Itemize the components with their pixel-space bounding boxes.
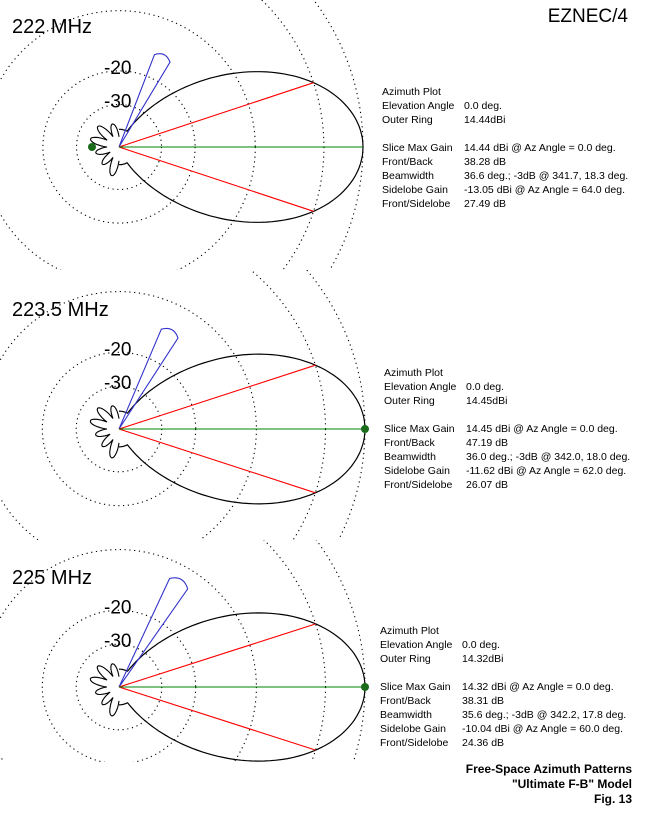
- info-elevation-label: Elevation Angle: [380, 639, 453, 651]
- ring-label-minus20: -20: [104, 339, 131, 360]
- max-gain-marker: [88, 143, 96, 151]
- polar-plot: -20 -30: [0, 270, 369, 540]
- info-elevation-value: 0.0 deg.: [464, 100, 502, 112]
- ring-label-minus30: -30: [104, 631, 131, 652]
- info-max-gain-value: 14.32 dBi @ Az Angle = 0.0 deg.: [462, 681, 614, 693]
- info-outer-ring-value: 14.44dBi: [464, 114, 506, 126]
- info-beamwidth-value: 35.6 deg.; -3dB @ 342.2, 17.8 deg.: [462, 709, 627, 721]
- grid-ring: [263, 540, 326, 762]
- info-front-sidelobe-label: Front/Sidelobe: [380, 737, 449, 749]
- info-sidelobe-label: Sidelobe Gain: [382, 184, 448, 196]
- pattern-panel-3: 225 MHz -20 -30 Azimuth Plot Elevation An…: [0, 540, 650, 762]
- info-outer-ring-value: 14.32dBi: [462, 653, 504, 665]
- rear-lobes: [89, 405, 120, 459]
- info-front-sidelobe-label: Front/Sidelobe: [384, 479, 453, 491]
- max-gain-marker: [361, 425, 369, 433]
- info-front-back-value: 38.31 dB: [462, 695, 505, 707]
- info-sidelobe-value: -13.05 dBi @ Az Angle = 64.0 deg.: [464, 184, 625, 196]
- caption-line-3: Fig. 13: [593, 792, 632, 806]
- info-block: Azimuth Plot Elevation Angle 0.0 deg. Out…: [382, 85, 628, 211]
- sidelobe-peak: [118, 53, 171, 148]
- info-outer-ring-value: 14.45dBi: [466, 395, 508, 407]
- info-front-sidelobe-value: 26.07 dB: [466, 479, 509, 491]
- grid-ring: [0, 10, 256, 270]
- caption-line-2: "Ultimate F-B" Model: [511, 777, 632, 791]
- info-elevation-label: Elevation Angle: [384, 381, 457, 393]
- pattern-panel-1: 222 MHz -20 -30 Azimuth Plot Elevation An…: [0, 0, 650, 270]
- ring-label-minus30: -30: [104, 373, 131, 394]
- info-sidelobe-value: -10.04 dBi @ Az Angle = 60.0 deg.: [462, 723, 623, 735]
- info-outer-ring-label: Outer Ring: [380, 653, 431, 665]
- info-front-back-label: Front/Back: [382, 156, 433, 168]
- info-outer-ring-label: Outer Ring: [384, 395, 435, 407]
- info-front-sidelobe-value: 24.36 dB: [462, 737, 505, 749]
- ring-label-minus30: -30: [104, 92, 131, 113]
- frequency-title: 225 MHz: [12, 567, 93, 589]
- beamwidth-line-right: [118, 82, 314, 148]
- info-sidelobe-label: Sidelobe Gain: [384, 465, 450, 477]
- info-plot-type: Azimuth Plot: [382, 86, 441, 98]
- app-title: EZNEC/4: [547, 6, 628, 27]
- info-front-back-label: Front/Back: [384, 437, 435, 449]
- info-block: Azimuth Plot Elevation Angle 0.0 deg. Out…: [380, 624, 626, 750]
- caption-line-1: Free-Space Azimuth Patterns: [465, 762, 632, 776]
- beamwidth-line-left: [118, 146, 314, 212]
- info-front-back-label: Front/Back: [380, 695, 431, 707]
- info-max-gain-value: 14.44 dBi @ Az Angle = 0.0 deg.: [464, 142, 616, 154]
- grid-ring: [312, 0, 364, 270]
- info-beamwidth-label: Beamwidth: [380, 709, 432, 721]
- grid-ring: [260, 0, 325, 270]
- info-block: Azimuth Plot Elevation Angle 0.0 deg. Out…: [384, 366, 630, 492]
- info-sidelobe-label: Sidelobe Gain: [380, 723, 446, 735]
- info-max-gain-value: 14.45 dBi @ Az Angle = 0.0 deg.: [466, 423, 618, 435]
- grid-ring: [305, 270, 366, 540]
- polar-plot: -20 -30: [0, 0, 364, 270]
- sidelobe-peak: [118, 327, 179, 430]
- frequency-title: 222 MHz: [12, 16, 93, 38]
- frequency-title: 223.5 MHz: [12, 299, 109, 321]
- beamwidth-line-left: [118, 428, 316, 494]
- figure-caption: Free-Space Azimuth Patterns "Ultimate F-…: [466, 762, 632, 807]
- ring-label-minus20: -20: [104, 597, 131, 618]
- grid-ring: [249, 270, 326, 540]
- info-elevation-value: 0.0 deg.: [466, 381, 504, 393]
- info-elevation-label: Elevation Angle: [382, 100, 455, 112]
- rear-lobes: [89, 663, 120, 717]
- polar-plot: -20 -30: [0, 540, 369, 762]
- pattern-panel-2: 223.5 MHz -20 -30 Azimuth Plot Elevation …: [0, 270, 650, 540]
- info-beamwidth-value: 36.0 deg.; -3dB @ 342.0, 18.0 deg.: [466, 451, 631, 463]
- info-elevation-value: 0.0 deg.: [462, 639, 500, 651]
- info-sidelobe-value: -11.62 dBi @ Az Angle = 62.0 deg.: [466, 465, 627, 477]
- info-max-gain-label: Slice Max Gain: [382, 142, 453, 154]
- grid-ring: [315, 540, 366, 762]
- info-max-gain-label: Slice Max Gain: [384, 423, 455, 435]
- beamwidth-line-right: [118, 364, 316, 430]
- info-plot-type: Azimuth Plot: [384, 367, 443, 379]
- info-plot-type: Azimuth Plot: [380, 625, 439, 637]
- info-beamwidth-label: Beamwidth: [384, 451, 436, 463]
- rear-lobes: [90, 123, 120, 177]
- info-front-back-value: 38.28 dB: [464, 156, 507, 168]
- info-front-sidelobe-value: 27.49 dB: [464, 198, 507, 210]
- beamwidth-line-right: [118, 623, 316, 688]
- info-beamwidth-label: Beamwidth: [382, 170, 434, 182]
- beamwidth-line-left: [118, 686, 316, 751]
- info-front-sidelobe-label: Front/Sidelobe: [382, 198, 451, 210]
- sidelobe-peak: [118, 577, 189, 688]
- info-front-back-value: 47.19 dB: [466, 437, 509, 449]
- max-gain-marker: [361, 683, 369, 691]
- ring-label-minus20: -20: [104, 58, 131, 79]
- info-max-gain-label: Slice Max Gain: [380, 681, 451, 693]
- info-beamwidth-value: 36.6 deg.; -3dB @ 341.7, 18.3 deg.: [464, 170, 629, 182]
- info-outer-ring-label: Outer Ring: [382, 114, 433, 126]
